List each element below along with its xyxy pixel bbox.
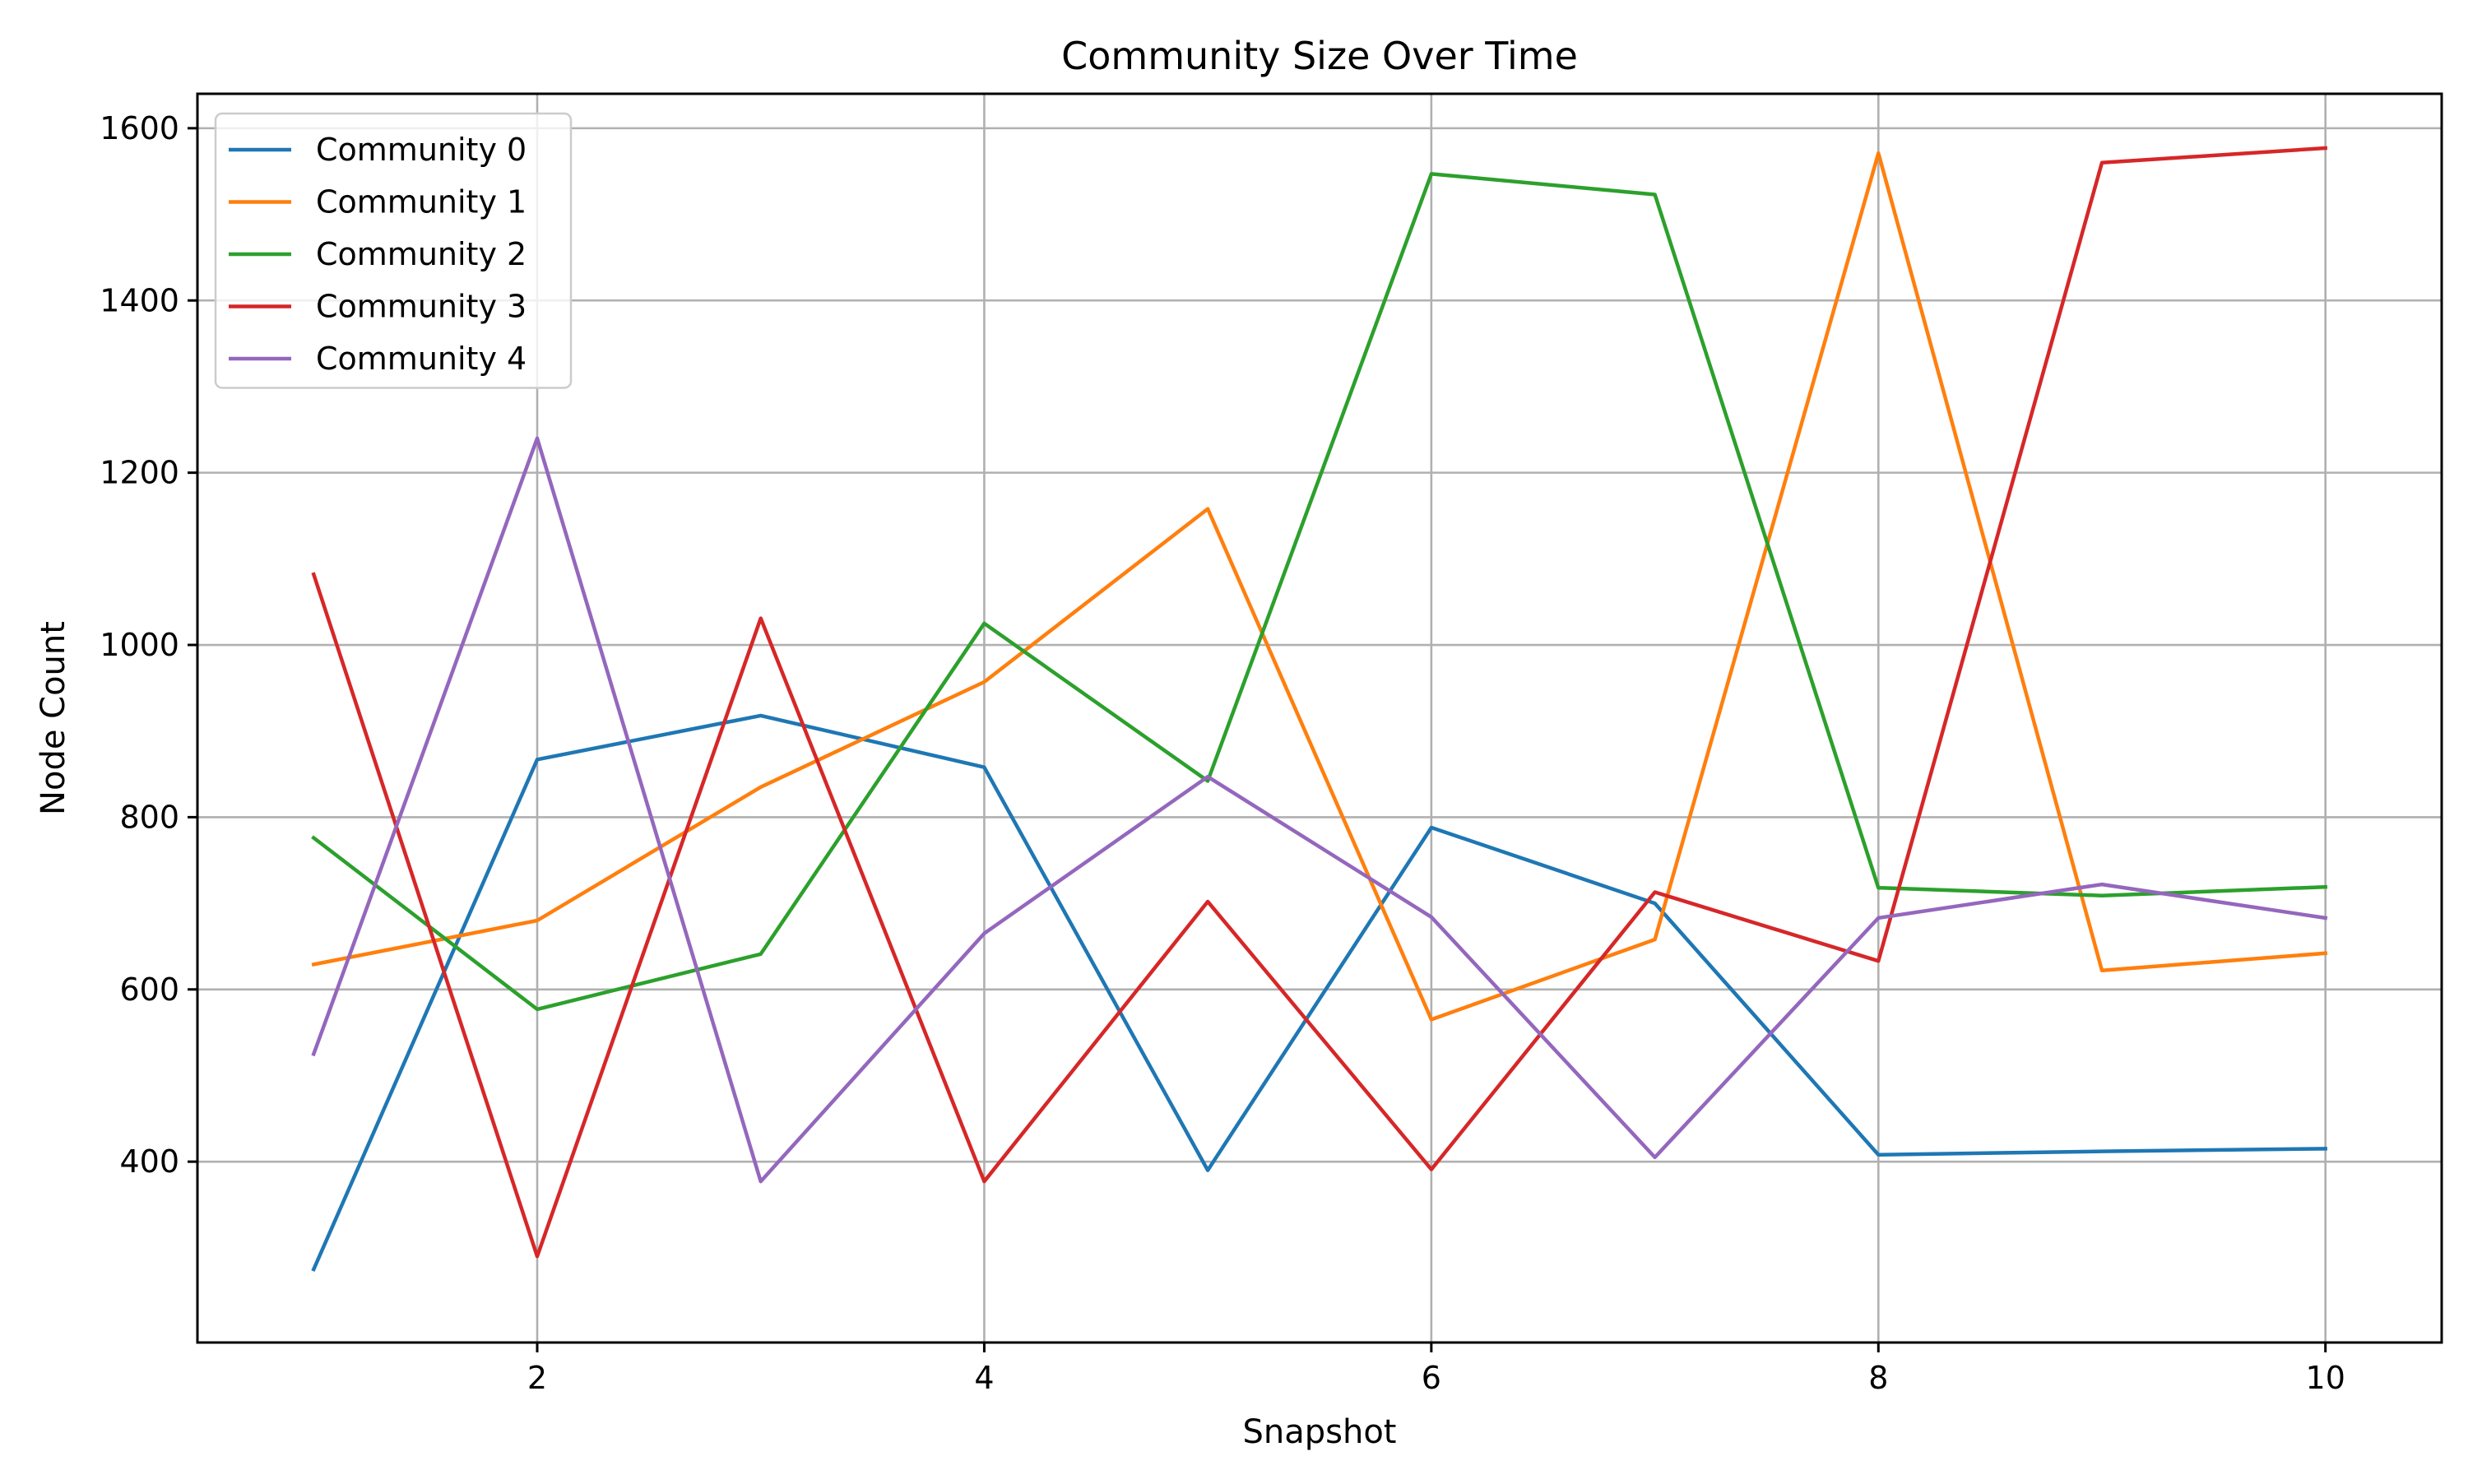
legend-label: Community 4 — [316, 341, 527, 377]
x-axis-label: Snapshot — [1243, 1413, 1397, 1451]
y-tick-label: 1600 — [100, 110, 179, 146]
legend-label: Community 1 — [316, 184, 527, 220]
series-line-community-1 — [311, 151, 2328, 1022]
series-layer — [311, 146, 2328, 1272]
y-axis-label: Node Count — [35, 621, 72, 815]
legend-label: Community 2 — [316, 236, 527, 272]
x-tick-label: 8 — [1868, 1360, 1888, 1396]
legend: Community 0 Community 1 Community 2 Communi… — [214, 112, 573, 389]
y-tick-label: 1000 — [100, 627, 179, 663]
series-line-community-3 — [311, 146, 2328, 1259]
plot-frame — [196, 92, 2443, 1344]
legend-label: Community 0 — [316, 132, 527, 168]
y-tick-label: 1400 — [100, 282, 179, 318]
chart-title: Community Size Over Time — [1061, 34, 1578, 78]
x-tick-label: 2 — [527, 1360, 547, 1396]
series-line-community-4 — [311, 436, 2328, 1184]
y-tick-label: 1200 — [100, 455, 179, 491]
series-line-community-2 — [311, 172, 2328, 1012]
x-tick-label: 10 — [2306, 1360, 2345, 1396]
x-tick-label: 4 — [974, 1360, 994, 1396]
legend-label: Community 3 — [316, 289, 527, 325]
y-tick-label: 600 — [119, 972, 179, 1008]
legend-box — [214, 112, 573, 389]
x-tick-label: 6 — [1422, 1360, 1441, 1396]
series-line-community-0 — [311, 713, 2327, 1272]
y-tick-label: 800 — [119, 799, 179, 835]
y-tick-label: 400 — [119, 1143, 179, 1180]
ticks-layer: 2 4 6 8 10 400 600 800 1000 1200 1400 1600 — [100, 110, 2345, 1396]
